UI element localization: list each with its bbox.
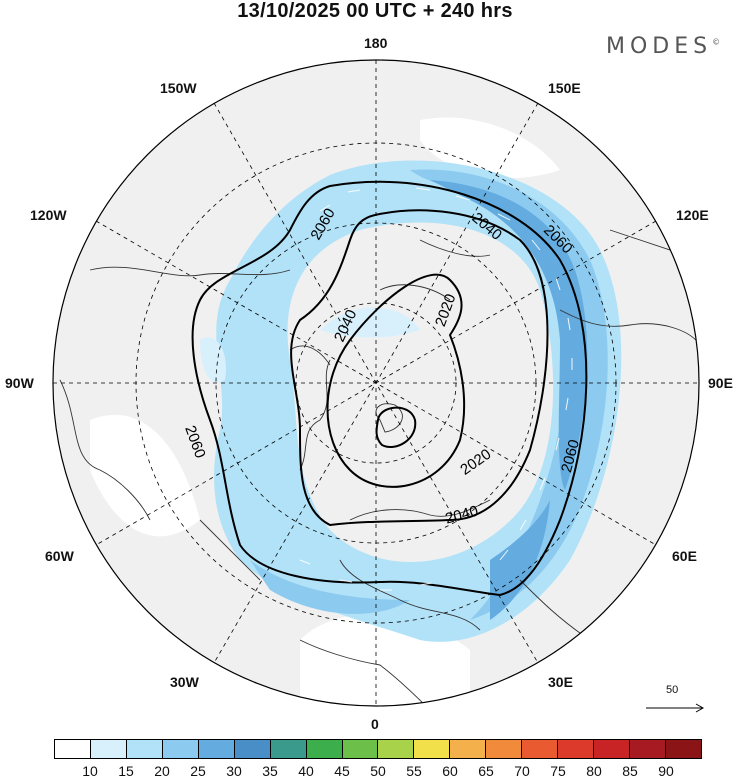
contour-2000	[375, 406, 417, 448]
wind-band-15	[320, 307, 420, 338]
wind-band-20	[214, 160, 622, 642]
ocean-area	[420, 117, 560, 179]
wind-band-30	[430, 180, 588, 490]
lon-label-90w: 90W	[5, 375, 34, 391]
lon-label-60w: 60W	[45, 548, 74, 564]
colorbar-swatch	[558, 740, 595, 758]
brand-mark: ©	[712, 37, 721, 47]
colorbar-tick-label: 65	[478, 763, 494, 779]
lon-label-150w: 150W	[160, 80, 197, 96]
map-boundary	[52, 59, 700, 707]
polar-map: 2060 2040 2020 2060 2040 2020 2060 2040 …	[52, 59, 700, 707]
wind-band-30b	[490, 500, 550, 620]
graticule	[53, 60, 699, 706]
lon-label-120e: 120E	[676, 207, 709, 223]
colorbar-tick-label: 70	[514, 763, 530, 779]
colorbar-tick-label: 50	[370, 763, 386, 779]
brand-text: MODES	[606, 34, 713, 59]
lon-label-90e: 90E	[708, 375, 733, 391]
colorbar-swatch	[162, 740, 199, 758]
colorbar-swatch	[378, 740, 415, 758]
colorbar-swatch	[665, 740, 701, 758]
lon-label-60e: 60E	[672, 548, 697, 564]
map-disk	[53, 60, 699, 706]
colorbar-tick-label: 75	[550, 763, 566, 779]
colorbar-swatch	[630, 740, 666, 758]
height-contours	[191, 180, 588, 597]
contour-2020	[326, 273, 466, 488]
lon-label-30e: 30E	[548, 674, 573, 690]
colorbar-swatch	[522, 740, 559, 758]
ocean-area	[90, 414, 200, 537]
colorbar-swatch	[198, 740, 235, 758]
colorbar-ticks: 10 15 20 25 30 35 40 45 50 55 60 65 70 75 80 85 90	[54, 763, 702, 781]
colorbar-tick-label: 55	[406, 763, 422, 779]
colorbar-swatch	[486, 740, 523, 758]
colorbar-tick-label: 80	[586, 763, 602, 779]
colorbar-swatch	[414, 740, 451, 758]
colorbar-swatch	[126, 740, 163, 758]
lon-label-120w: 120W	[30, 207, 67, 223]
colorbar-tick-label: 60	[442, 763, 458, 779]
colorbar-swatch	[234, 740, 271, 758]
colorbar-tick-label: 25	[190, 763, 206, 779]
colorbar-tick-label: 40	[298, 763, 314, 779]
colorbar-swatch	[55, 740, 91, 758]
lon-label-150e: 150E	[548, 80, 581, 96]
colorbar-tick-label: 15	[118, 763, 134, 779]
colorbar-swatch	[306, 740, 343, 758]
colorbar-tick-label: 90	[658, 763, 674, 779]
reference-vector-arrow-icon	[646, 703, 705, 713]
colorbar-tick-label: 45	[334, 763, 350, 779]
colorbar-tick-label: 35	[262, 763, 278, 779]
colorbar-swatch	[450, 740, 487, 758]
wind-band-25b	[250, 560, 410, 614]
colorbar-tick-label: 20	[154, 763, 170, 779]
lon-label-30w: 30W	[170, 674, 199, 690]
colorbar-tick-label: 10	[82, 763, 98, 779]
colorbar-swatch	[270, 740, 307, 758]
lon-label-180: 180	[364, 35, 388, 51]
lon-label-0: 0	[371, 716, 379, 732]
colorbar-swatch	[594, 740, 630, 758]
colorbar-swatch	[342, 740, 379, 758]
contour-2040	[290, 209, 549, 527]
wind-vectors	[299, 187, 573, 591]
colorbar-tick-label: 30	[226, 763, 242, 779]
colorbar-swatch	[90, 740, 127, 758]
colorbar-tick-label: 85	[622, 763, 638, 779]
reference-vector-label: 50	[666, 684, 679, 696]
map-title: 13/10/2025 00 UTC + 240 hrs	[237, 0, 513, 22]
brand-logo: MODES©	[606, 34, 720, 59]
contour-2060	[191, 180, 588, 597]
colorbar	[54, 739, 702, 759]
